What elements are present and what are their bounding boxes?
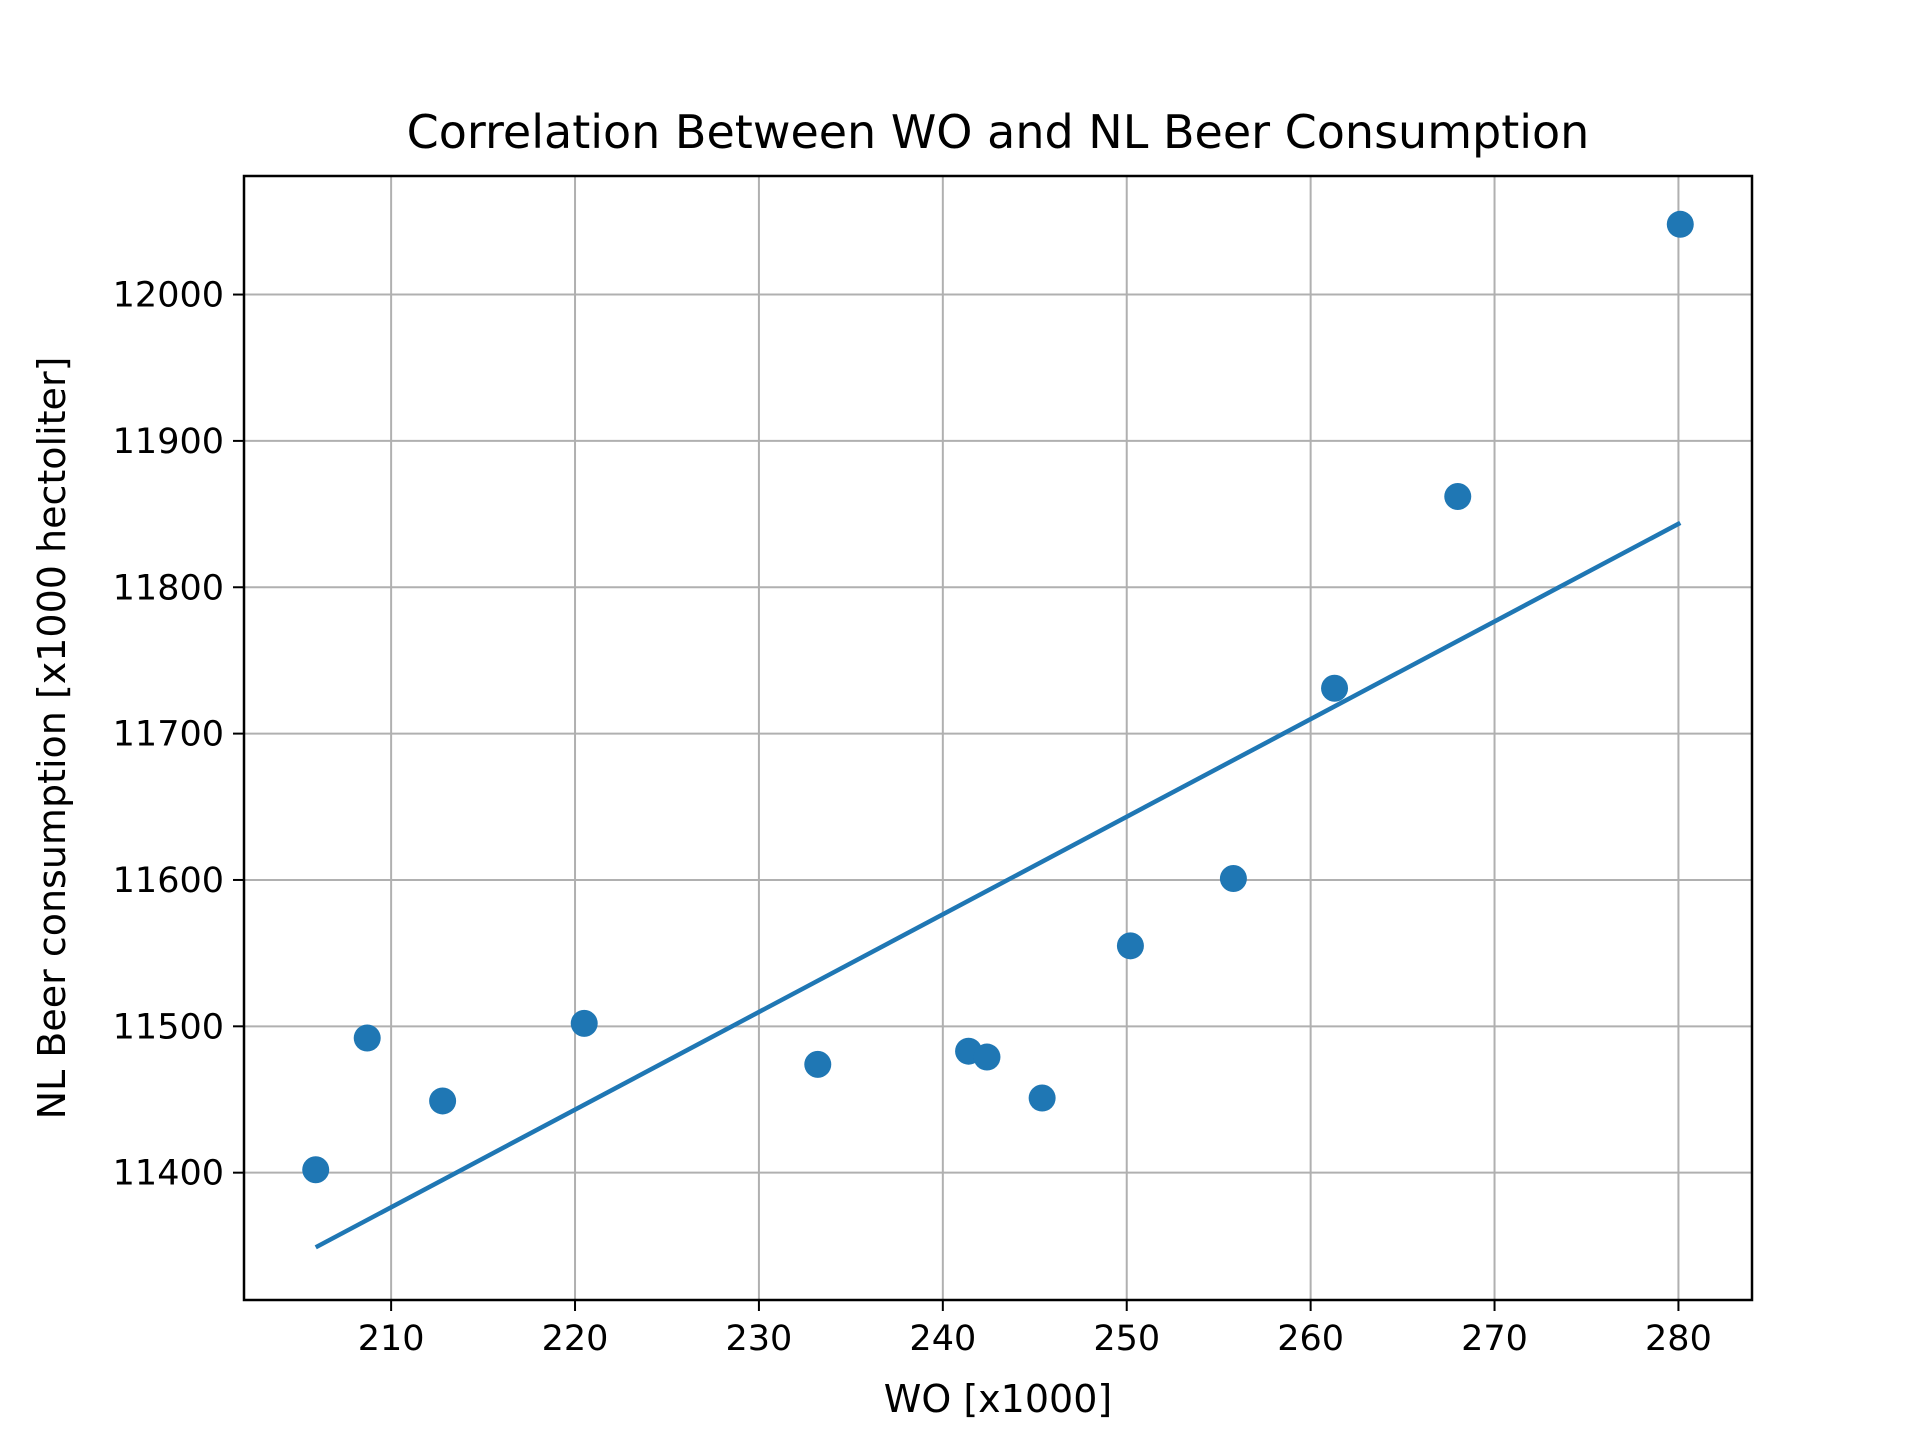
trend-line — [314, 520, 1682, 1250]
y-tick-label: 11500 — [113, 1007, 224, 1047]
y-tick-label: 11800 — [113, 568, 224, 608]
y-tick-label: 11600 — [113, 861, 224, 901]
data-point — [1444, 483, 1472, 511]
axes-frame — [242, 174, 1754, 1302]
y-tick-label: 11700 — [113, 715, 224, 755]
data-point — [1321, 674, 1349, 702]
data-point — [1666, 210, 1694, 238]
data-point — [570, 1009, 598, 1037]
data-point — [1116, 932, 1144, 960]
data-point — [1028, 1084, 1056, 1112]
x-tick-label: 220 — [542, 1319, 609, 1359]
x-tick-label: 270 — [1461, 1319, 1528, 1359]
data-point — [804, 1050, 832, 1078]
grid — [244, 176, 1752, 1300]
x-tick-label: 250 — [1093, 1319, 1160, 1359]
y-tick-label: 11900 — [113, 422, 224, 462]
data-point — [1219, 865, 1247, 892]
x-tick-label: 230 — [726, 1319, 793, 1359]
chart-title: Correlation Between WO and NL Beer Consu… — [407, 105, 1590, 159]
y-axis-label: NL Beer consumption [x1000 hectoliter] — [30, 357, 74, 1120]
x-axis-label: WO [x1000] — [884, 1377, 1112, 1421]
data-point — [302, 1156, 330, 1184]
y-tick-label: 12000 — [113, 276, 224, 316]
x-tick-label: 240 — [909, 1319, 976, 1359]
ticks: 210 220 230 240 250 260 270 280 11400 11500 11600 1… — [113, 276, 1712, 1359]
y-tick-label: 11400 — [113, 1154, 224, 1194]
data-point — [973, 1043, 1001, 1071]
plot-area — [302, 210, 1694, 1250]
x-tick-label: 260 — [1277, 1319, 1344, 1359]
x-tick-label: 210 — [358, 1319, 425, 1359]
data-point — [429, 1087, 457, 1115]
data-point — [353, 1024, 381, 1052]
x-tick-label: 280 — [1645, 1319, 1712, 1359]
